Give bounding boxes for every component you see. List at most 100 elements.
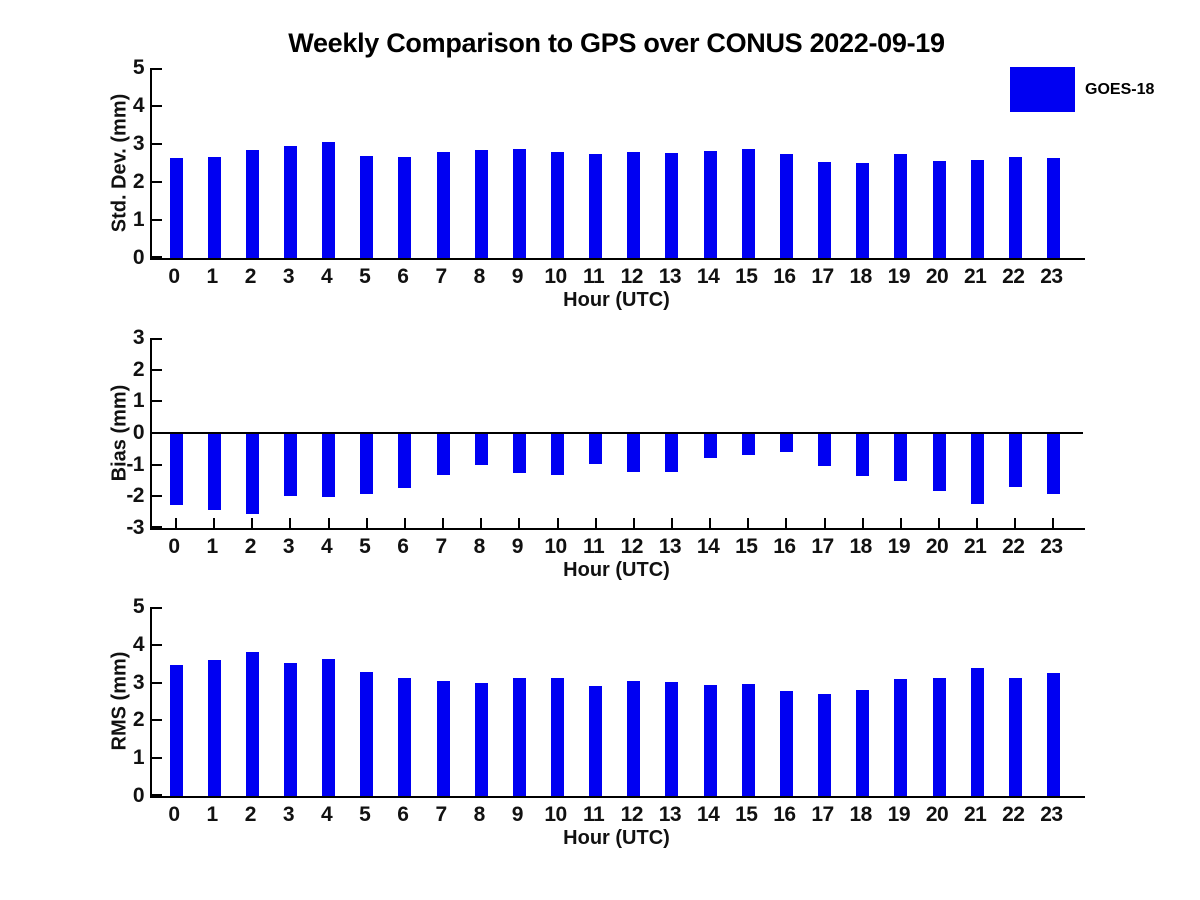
- bar-hour-11: [589, 686, 602, 796]
- x-tick: [1052, 518, 1055, 528]
- bar-hour-5: [360, 433, 373, 494]
- legend-swatch-goes-18: [1010, 67, 1075, 112]
- x-tick: [403, 518, 406, 528]
- x-axis-label-rms: Hour (UTC): [563, 827, 670, 849]
- bar-hour-10: [551, 151, 564, 258]
- x-tick-label: 20: [925, 265, 949, 288]
- x-tick-label: 8: [473, 265, 486, 288]
- y-tick-label: 2: [132, 708, 145, 732]
- x-tick-label: 0: [168, 803, 180, 826]
- x-tick-label: 4: [321, 535, 333, 558]
- y-tick-label: 3: [132, 670, 145, 694]
- bar-hour-15: [742, 433, 755, 456]
- x-tick-label: 11: [583, 535, 605, 558]
- bar-hour-9: [513, 148, 526, 258]
- x-tick-label: 13: [658, 265, 682, 288]
- x-tick: [594, 518, 597, 528]
- bar-hour-22: [1009, 678, 1022, 796]
- x-tick-label: 16: [773, 265, 796, 288]
- bar-hour-19: [894, 433, 907, 481]
- x-tick: [289, 518, 292, 528]
- x-tick-label: 5: [359, 803, 371, 826]
- bar-hour-20: [933, 678, 946, 796]
- bar-hour-14: [704, 433, 717, 459]
- bar-hour-21: [971, 433, 984, 504]
- bar-hour-15: [742, 148, 755, 258]
- x-axis-label-bias: Hour (UTC): [563, 559, 670, 581]
- x-tick-label: 8: [473, 803, 486, 826]
- x-tick-label: 6: [397, 535, 409, 558]
- x-tick-label: 23: [1040, 535, 1063, 558]
- x-tick-label: 10: [544, 803, 567, 826]
- y-tick-label: 1: [132, 746, 145, 770]
- bar-hour-20: [933, 433, 946, 491]
- x-tick: [938, 518, 940, 528]
- bar-hour-5: [360, 156, 373, 258]
- bar-hour-21: [971, 668, 984, 796]
- bar-hour-5: [360, 672, 373, 796]
- x-tick: [175, 518, 177, 528]
- x-tick: [365, 518, 368, 528]
- x-tick-label: 3: [282, 803, 295, 826]
- y-tick-label: -3: [126, 516, 144, 539]
- plot-area-std-dev: [150, 68, 1085, 260]
- figure-title: Weekly Comparison to GPS over CONUS 2022…: [288, 28, 945, 58]
- x-tick: [976, 518, 979, 528]
- bar-hour-4: [322, 433, 335, 497]
- bar-hour-6: [398, 678, 411, 796]
- bar-hour-20: [933, 161, 946, 258]
- x-tick-label: 0: [168, 535, 180, 558]
- bar-hour-15: [742, 684, 755, 796]
- x-tick: [823, 518, 826, 528]
- bar-hour-21: [971, 160, 984, 258]
- bar-hour-22: [1009, 157, 1022, 258]
- x-tick-label: 13: [658, 535, 682, 558]
- x-tick: [785, 518, 788, 528]
- x-tick-label: 8: [473, 535, 486, 558]
- x-tick-label: 1: [206, 535, 219, 558]
- y-tick: [152, 794, 162, 796]
- x-tick-label: 18: [849, 535, 873, 558]
- x-tick: [556, 518, 559, 528]
- x-tick-label: 2: [244, 265, 257, 288]
- bar-hour-17: [818, 162, 831, 258]
- bar-hour-6: [398, 157, 411, 258]
- y-tick-label: 1: [132, 389, 145, 413]
- y-tick: [152, 143, 162, 145]
- bar-hour-16: [780, 154, 793, 258]
- y-tick-label: 0: [132, 421, 145, 444]
- x-tick: [213, 518, 216, 528]
- legend-label: GOES-18: [1085, 81, 1155, 98]
- x-tick-label: 13: [658, 803, 682, 826]
- x-tick-label: 1: [206, 803, 219, 826]
- x-tick-label: 4: [321, 803, 333, 826]
- y-tick-label: -2: [126, 484, 144, 508]
- bar-hour-8: [475, 433, 488, 465]
- x-tick-label: 20: [925, 803, 949, 826]
- x-tick-label: 17: [811, 535, 834, 558]
- bar-hour-1: [208, 156, 221, 258]
- bar-hour-3: [284, 662, 297, 796]
- y-tick: [152, 256, 162, 258]
- y-tick: [152, 368, 162, 371]
- bar-hour-12: [627, 433, 640, 473]
- x-tick-label: 21: [963, 803, 987, 826]
- y-tick-label: 4: [132, 632, 145, 656]
- x-tick-label: 22: [1002, 265, 1025, 288]
- x-tick-label: 15: [735, 265, 758, 288]
- x-tick-label: 6: [397, 803, 409, 826]
- y-tick-label: 2: [132, 170, 145, 193]
- x-tick-label: 0: [168, 265, 180, 288]
- x-tick-label: 7: [435, 265, 447, 288]
- x-tick-label: 3: [282, 265, 295, 288]
- bar-hour-16: [780, 433, 793, 452]
- bar-hour-18: [856, 689, 869, 796]
- zero-line: [150, 432, 1083, 434]
- bar-hour-23: [1047, 673, 1060, 796]
- y-tick: [152, 105, 162, 107]
- bar-hour-13: [665, 153, 678, 258]
- x-tick-label: 21: [963, 265, 987, 288]
- x-tick-label: 12: [620, 265, 644, 288]
- y-tick-label: 0: [132, 246, 145, 269]
- bar-hour-11: [589, 154, 602, 258]
